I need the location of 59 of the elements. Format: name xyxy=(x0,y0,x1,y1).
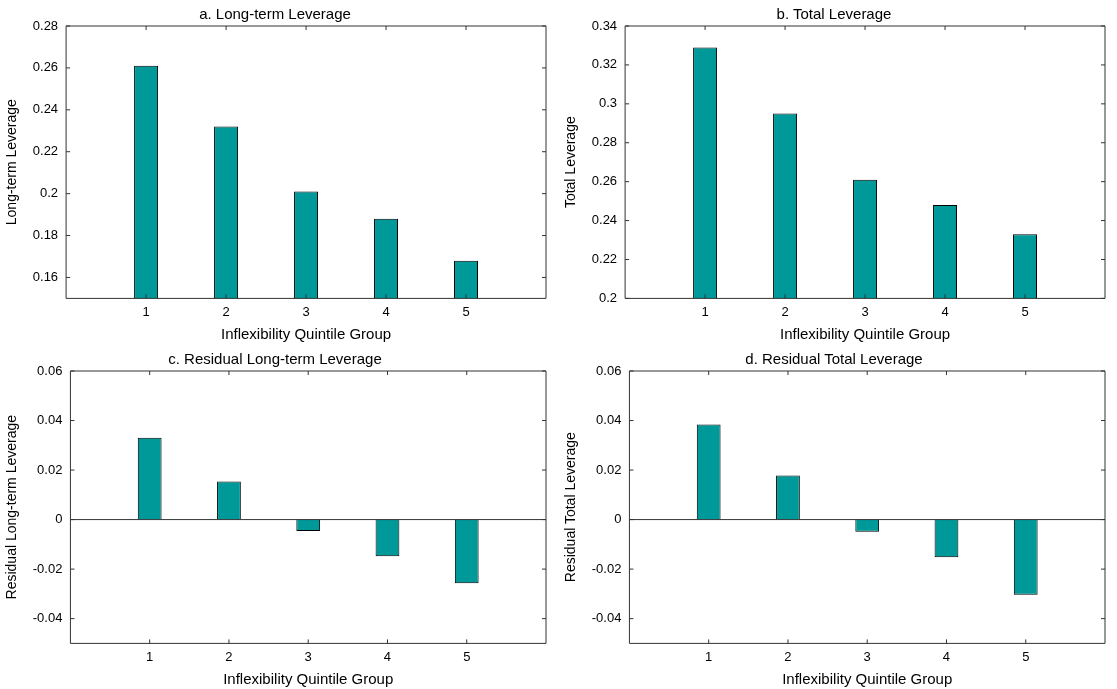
y-tick-label: 0.34 xyxy=(591,17,618,33)
y-tick-label: 0.26 xyxy=(591,173,618,189)
y-tick-label: 0.06 xyxy=(596,362,622,378)
x-tick-label: 2 xyxy=(225,648,233,664)
x-tick-label: 4 xyxy=(942,648,951,664)
chart-title: c. Residual Long-term Leverage xyxy=(168,350,382,368)
x-tick-label: 2 xyxy=(781,303,789,319)
y-tick-label: -0.02 xyxy=(32,560,63,576)
y-tick-label: -0.04 xyxy=(591,610,622,626)
y-tick-label: 0.22 xyxy=(591,251,618,267)
y-tick-label: 0.02 xyxy=(37,461,63,477)
y-axis-title: Residual Long-term Leverage xyxy=(3,414,20,600)
y-axis-title: Residual Total Leverage xyxy=(562,432,579,583)
x-tick-label: 2 xyxy=(222,303,230,319)
y-tick-label: -0.02 xyxy=(591,560,622,576)
x-tick-label: 4 xyxy=(382,303,390,319)
y-tick-label: 0.2 xyxy=(40,185,59,201)
y-tick-label: 0.04 xyxy=(37,412,63,428)
x-tick-label: 3 xyxy=(304,648,312,664)
y-tick-label: 0.3 xyxy=(599,95,618,111)
y-tick-label: 0.16 xyxy=(32,269,59,285)
y-tick-label: 0.04 xyxy=(596,412,622,428)
y-tick-label: 0.24 xyxy=(591,212,618,228)
x-tick-label: 1 xyxy=(705,648,713,664)
y-tick-label: 0.2 xyxy=(599,289,618,305)
y-tick-label: 0.32 xyxy=(591,56,618,72)
x-tick-label: 1 xyxy=(701,303,709,319)
y-tick-label: 0 xyxy=(55,511,63,527)
chart-title: a. Long-term Leverage xyxy=(199,5,351,23)
y-axis-title: Total Leverage xyxy=(562,116,579,209)
x-axis-title: Inflexibility Quintile Group xyxy=(782,670,953,688)
y-tick-label: 0.28 xyxy=(32,17,59,33)
y-tick-label: 0.28 xyxy=(591,134,618,150)
x-tick-label: 5 xyxy=(462,303,470,319)
x-tick-label: 5 xyxy=(1021,303,1029,319)
y-tick-label: 0.22 xyxy=(32,143,59,159)
x-tick-label: 3 xyxy=(302,303,310,319)
y-tick-label: 0.18 xyxy=(32,227,59,243)
x-tick-label: 2 xyxy=(784,648,792,664)
x-tick-label: 1 xyxy=(146,648,154,664)
x-tick-label: 4 xyxy=(383,648,392,664)
x-tick-label: 3 xyxy=(861,303,869,319)
y-tick-label: 0.06 xyxy=(37,362,63,378)
y-tick-label: 0 xyxy=(614,511,622,527)
x-tick-label: 3 xyxy=(863,648,871,664)
x-tick-label: 5 xyxy=(1022,648,1030,664)
x-tick-label: 4 xyxy=(941,303,949,319)
x-axis-title: Inflexibility Quintile Group xyxy=(780,325,951,343)
x-tick-label: 1 xyxy=(142,303,150,319)
y-axis-title: Long-term Leverage xyxy=(3,98,20,226)
y-tick-label: 0.24 xyxy=(32,101,59,117)
y-tick-label: 0.26 xyxy=(32,59,59,75)
x-axis-title: Inflexibility Quintile Group xyxy=(223,670,394,688)
x-tick-label: 5 xyxy=(463,648,471,664)
chart-title: b. Total Leverage xyxy=(776,5,892,23)
x-axis-title: Inflexibility Quintile Group xyxy=(221,325,392,343)
chart-title: d. Residual Total Leverage xyxy=(745,350,923,368)
y-tick-label: 0.02 xyxy=(596,461,622,477)
y-tick-label: -0.04 xyxy=(32,610,63,626)
